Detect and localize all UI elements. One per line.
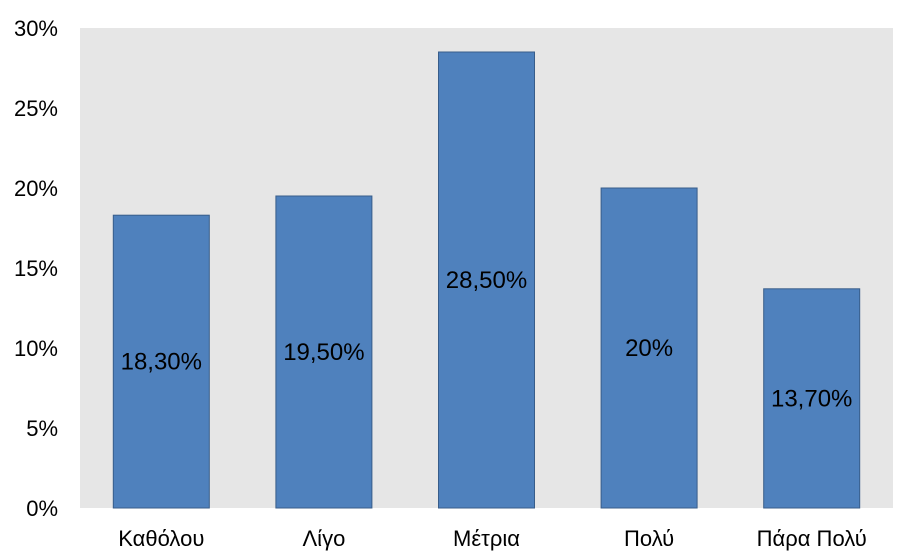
bar-data-label: 18,30% [121,349,202,376]
x-tick-label: Λίγο [302,526,345,551]
y-tick-label: 30% [14,16,58,41]
y-tick-label: 10% [14,336,58,361]
y-tick-label: 20% [14,176,58,201]
bar-data-label: 19,50% [283,339,364,366]
bar [763,288,861,509]
x-tick-label: Μέτρια [453,526,520,551]
y-tick-label: 25% [14,96,58,121]
bar [438,51,535,509]
bar-data-label: 28,50% [446,267,527,294]
bars [112,51,861,509]
x-tick-label: Πάρα Πολύ [757,526,867,551]
bar-data-label: 13,70% [771,385,852,412]
bar [600,187,698,509]
x-tick-label: Καθόλου [118,526,204,551]
y-axis-tick-labels: 0% 5% 10% 15% 20% 25% 30% [14,16,58,521]
y-tick-label: 5% [26,416,58,441]
bar-data-label: 20% [625,335,673,362]
bar [275,195,373,509]
y-tick-label: 0% [26,496,58,521]
y-tick-label: 15% [14,256,58,281]
data-labels: 18,30% 19,50% 28,50% 20% 13,70% [121,267,853,412]
x-axis-tick-labels: Καθόλου Λίγο Μέτρια Πολύ Πάρα Πολύ [118,526,867,551]
x-tick-label: Πολύ [624,526,674,551]
bar [112,214,210,509]
